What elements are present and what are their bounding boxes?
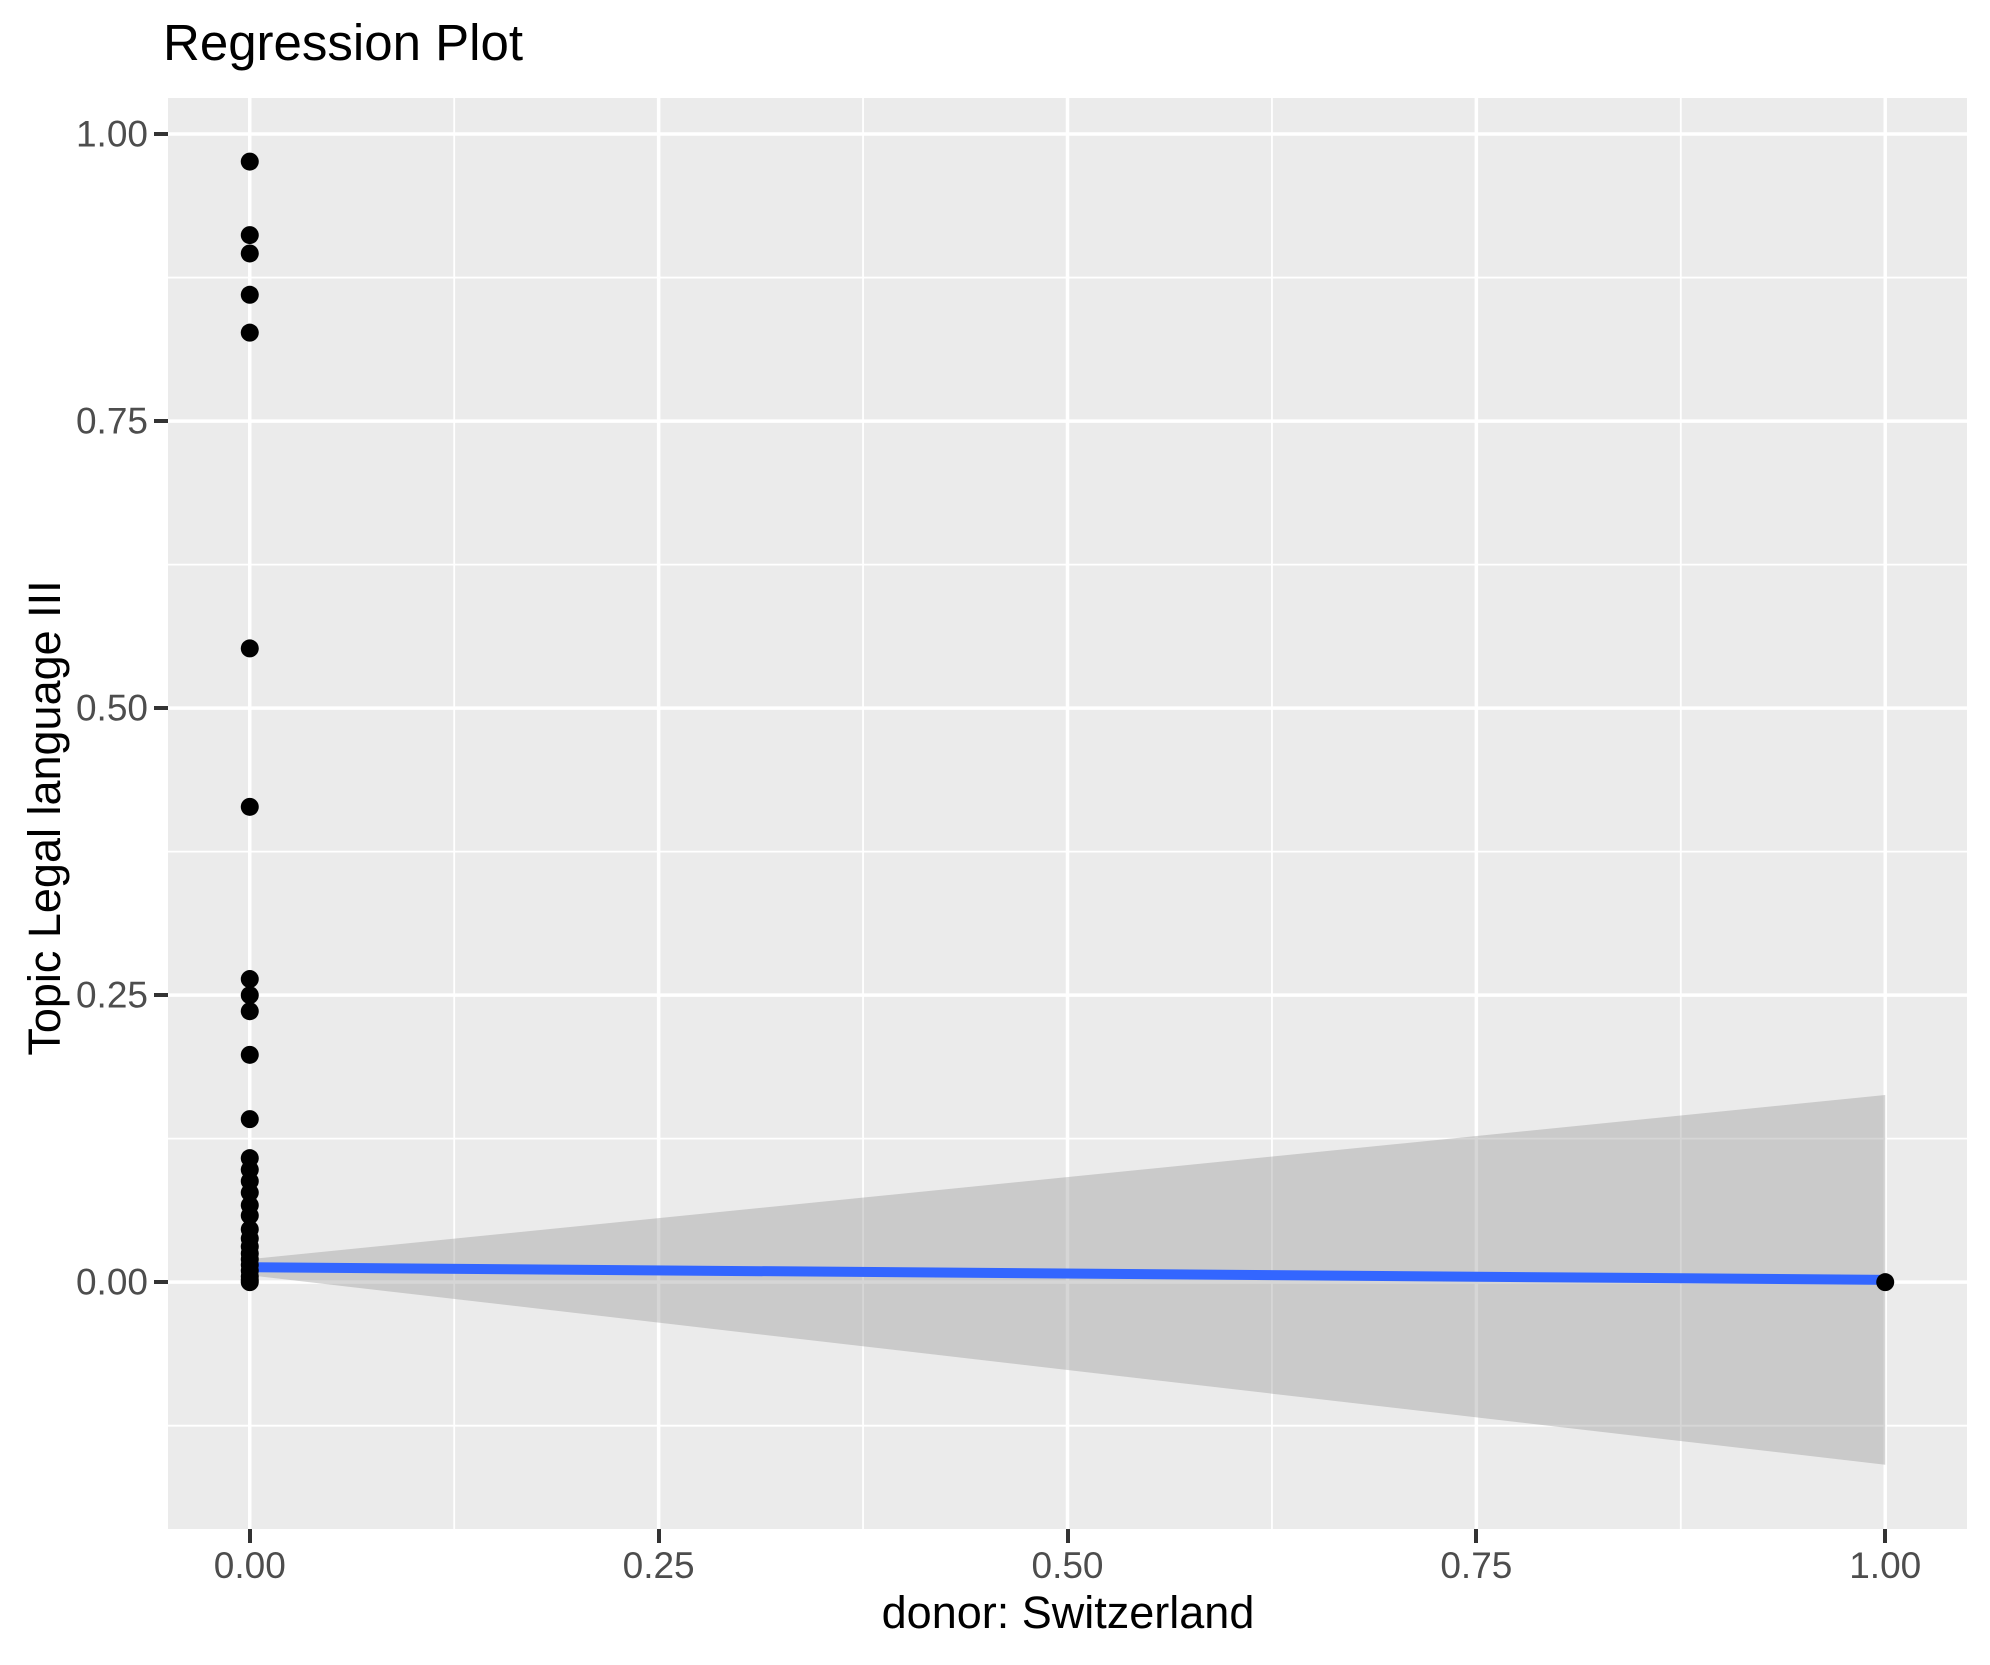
data-point: [1876, 1273, 1895, 1292]
x-tick-label: 0.00: [213, 1545, 286, 1586]
y-tick-label: 0.25: [75, 974, 148, 1016]
x-tick-mark: [247, 1529, 252, 1543]
y-tick-mark: [154, 1280, 168, 1285]
data-point: [240, 1183, 259, 1202]
x-axis-title: donor: Switzerland: [881, 1587, 1255, 1638]
plot-panel: [168, 98, 1967, 1529]
y-tick-label: 0.00: [75, 1261, 148, 1303]
data-point: [240, 226, 259, 245]
data-point: [240, 970, 259, 989]
data-point: [240, 986, 259, 1005]
data-point: [240, 1110, 259, 1129]
data-point: [240, 1002, 259, 1021]
x-tick-mark: [656, 1529, 661, 1543]
y-tick-mark: [154, 419, 168, 424]
plot-title: Regression Plot: [163, 14, 524, 71]
x-tick-label: 0.50: [1031, 1545, 1104, 1586]
y-tick-label: 1.00: [75, 113, 148, 155]
x-tick-mark: [1883, 1529, 1888, 1543]
x-tick-label: 0.75: [1440, 1545, 1513, 1586]
data-point: [240, 323, 259, 342]
data-point: [240, 244, 259, 263]
y-tick-mark: [154, 706, 168, 711]
y-tick-mark: [154, 132, 168, 137]
data-point: [240, 639, 259, 658]
y-tick-label: 0.75: [75, 400, 148, 442]
regression-line: [249, 1262, 1886, 1285]
data-point: [240, 1045, 259, 1064]
data-point: [240, 152, 259, 171]
y-tick-mark: [154, 993, 168, 998]
y-tick-label: 0.50: [75, 687, 148, 729]
x-tick-mark: [1065, 1529, 1070, 1543]
data-point: [240, 285, 259, 304]
data-point: [240, 797, 259, 816]
x-tick-label: 1.00: [1849, 1545, 1922, 1586]
data-point: [240, 1206, 259, 1225]
x-tick-mark: [1474, 1529, 1479, 1543]
confidence-band: [249, 1095, 1886, 1465]
data-point: [240, 1273, 259, 1292]
x-tick-label: 0.25: [622, 1545, 695, 1586]
